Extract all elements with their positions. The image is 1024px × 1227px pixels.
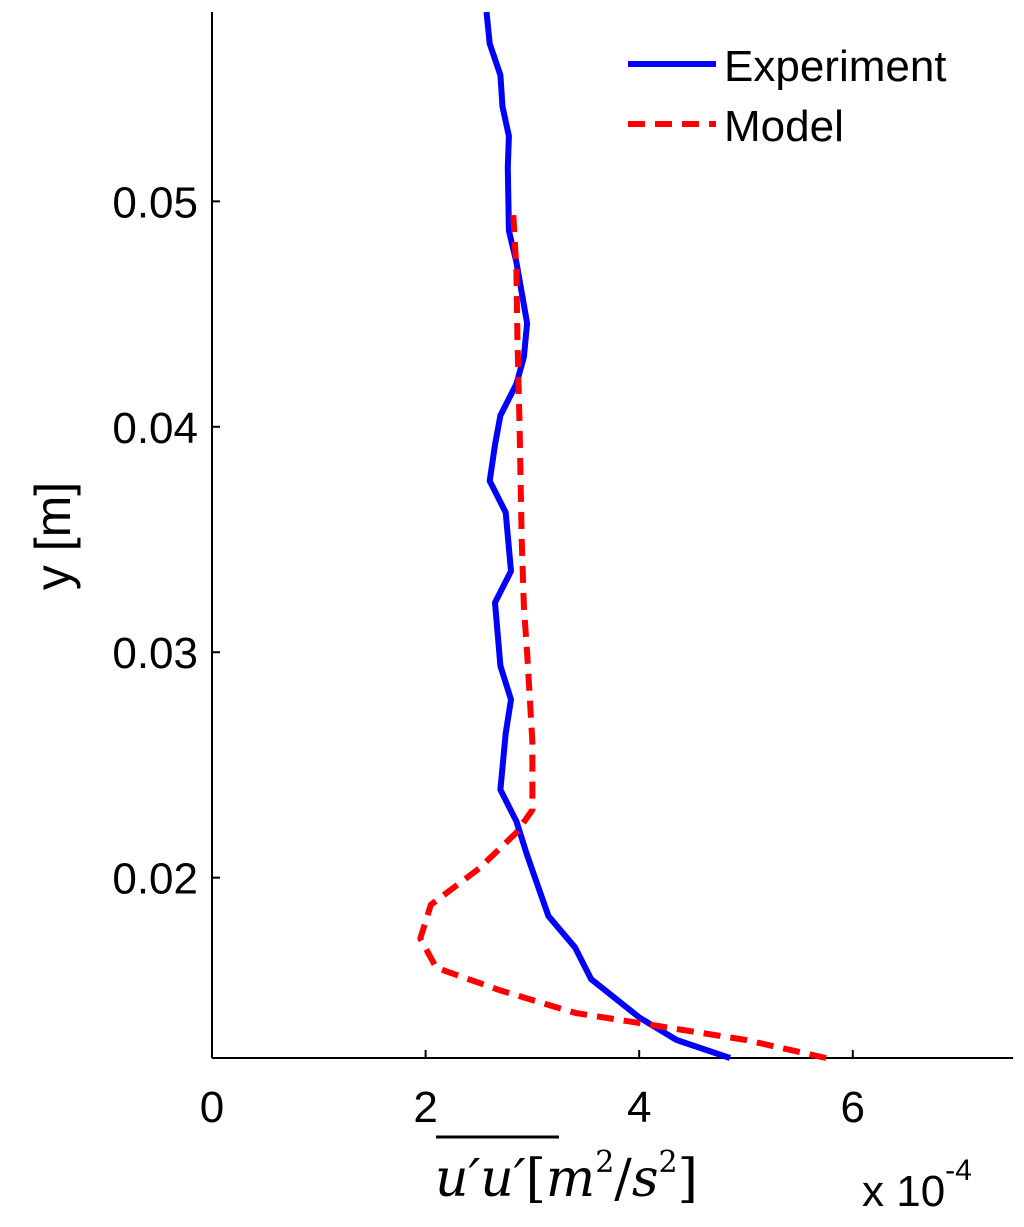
y-axis-label: y [m] xyxy=(25,482,81,590)
axis-ticks: 0 2 4 6 0.02 0.03 0.04 0.05 xyxy=(112,178,865,1132)
x-axis-multiplier: x 10-4 xyxy=(862,1154,972,1216)
y-tick-label: 0.05 xyxy=(112,178,198,227)
x-axis-label-variable: u′u′ xyxy=(435,1149,526,1209)
y-tick-label: 0.02 xyxy=(112,855,198,904)
y-tick-label: 0.04 xyxy=(112,404,198,453)
x-axis-multiplier-label: x 10-4 xyxy=(862,1154,972,1216)
x-axis-label-bracket-close: ] xyxy=(678,1149,698,1209)
series-line-experiment xyxy=(483,11,731,1061)
legend-label-model: Model xyxy=(724,102,844,151)
x-tick-label: 4 xyxy=(627,1083,651,1132)
x-axis-label: u′u′[m2/s2] xyxy=(435,1145,698,1209)
x-axis-multiplier-base: x 10 xyxy=(862,1167,945,1216)
x-axis-label-unit-m: m xyxy=(546,1149,595,1209)
y-tick-label: 0.03 xyxy=(112,629,198,678)
legend: Experiment Model xyxy=(628,42,947,151)
x-tick-label: 0 xyxy=(200,1083,224,1132)
x-axis-label-bracket-open: [ xyxy=(526,1149,546,1209)
x-axis-label-slash: / xyxy=(614,1149,632,1209)
plot-area: 0 2 4 6 0.02 0.03 0.04 0.05 xyxy=(112,11,1013,1132)
x-tick-label: 6 xyxy=(841,1083,865,1132)
y-axis-title: y [m] xyxy=(25,482,81,590)
legend-label-experiment: Experiment xyxy=(724,42,947,91)
x-axis-label-unit-s: s xyxy=(632,1149,659,1209)
x-axis-multiplier-exponent: -4 xyxy=(945,1154,972,1187)
x-tick-label: 2 xyxy=(413,1083,437,1132)
series-layer xyxy=(417,11,827,1061)
x-axis-title: u′u′[m2/s2] xyxy=(435,1135,698,1209)
series-line-model xyxy=(417,212,827,1061)
x-axis-label-unit-m-exponent: 2 xyxy=(595,1145,614,1180)
x-axis-label-unit-s-exponent: 2 xyxy=(659,1145,678,1180)
